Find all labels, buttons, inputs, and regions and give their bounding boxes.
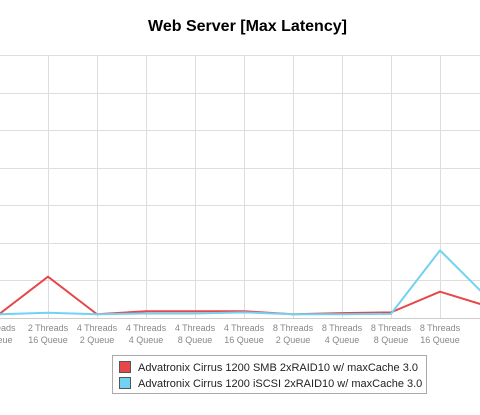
x-tick-label: 8 Threads 8 Queue	[371, 323, 412, 345]
x-tick-label: 8 Threads 4 Queue	[322, 323, 363, 345]
x-tick-label: 8 Threads 16 Queue	[420, 323, 461, 345]
legend-swatch-2	[119, 377, 131, 389]
legend-item-2: Advatronix Cirrus 1200 iSCSI 2xRAID10 w/…	[119, 377, 422, 391]
x-tick-label: 2 Threads 16 Queue	[28, 323, 69, 345]
grid-lines	[0, 55, 480, 319]
series-line-2	[0, 249, 480, 316]
legend: Advatronix Cirrus 1200 SMB 2xRAID10 w/ m…	[112, 355, 427, 394]
x-tick-label: 4 Threads 4 Queue	[126, 323, 167, 345]
x-tick-label: 8 Threads 2 Queue	[273, 323, 314, 345]
legend-label-1: Advatronix Cirrus 1200 SMB 2xRAID10 w/ m…	[138, 362, 419, 374]
x-tick-label: 4 Threads 8 Queue	[175, 323, 216, 345]
x-tick-label: 4 Threads 2 Queue	[77, 323, 118, 345]
x-tick-label: ThreadsQueue	[0, 323, 16, 345]
series-line-1	[0, 275, 480, 316]
chart-title: Web Server [Max Latency]	[148, 18, 347, 35]
legend-item-1: Advatronix Cirrus 1200 SMB 2xRAID10 w/ m…	[119, 361, 418, 375]
legend-swatch-1	[119, 361, 131, 373]
legend-label-2: Advatronix Cirrus 1200 iSCSI 2xRAID10 w/…	[138, 378, 423, 390]
series-lines	[0, 249, 480, 316]
x-tick-label: 4 Threads 16 Queue	[224, 323, 265, 345]
